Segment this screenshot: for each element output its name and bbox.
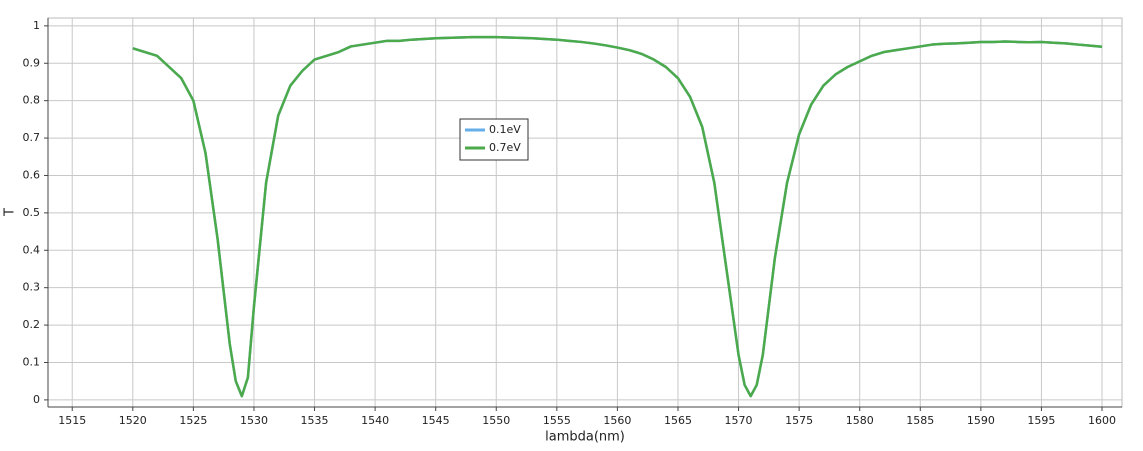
legend-label: 0.1eV xyxy=(489,123,521,136)
y-tick-label: 0.3 xyxy=(23,281,41,294)
x-tick-label: 1565 xyxy=(664,414,692,427)
x-tick-label: 1575 xyxy=(785,414,813,427)
x-tick-label: 1525 xyxy=(179,414,207,427)
x-tick-label: 1580 xyxy=(846,414,874,427)
y-tick-label: 0.9 xyxy=(23,56,41,69)
y-axis-label: T xyxy=(3,208,18,217)
y-tick-label: 0.1 xyxy=(23,355,41,368)
legend-box xyxy=(459,118,529,161)
legend: 0.1eV 0.7eV xyxy=(459,118,529,161)
x-tick-label: 1530 xyxy=(240,414,268,427)
series-line xyxy=(132,35,1103,398)
x-tick-label: 1550 xyxy=(482,414,510,427)
x-tick-label: 1570 xyxy=(725,414,753,427)
legend-label: 0.7eV xyxy=(489,141,521,154)
y-tick-label: 0.8 xyxy=(23,94,41,107)
y-tick-label: 0.5 xyxy=(23,206,41,219)
y-tick-label: 1 xyxy=(33,19,40,32)
x-axis-label: lambda(nm) xyxy=(545,430,625,445)
y-tick-label: 0.6 xyxy=(23,168,41,181)
x-tick-label: 1545 xyxy=(422,414,450,427)
x-tick-label: 1595 xyxy=(1027,414,1055,427)
y-tick-label: 0.4 xyxy=(23,243,41,256)
x-tick-label: 1600 xyxy=(1088,414,1116,427)
x-tick-label: 1515 xyxy=(58,414,86,427)
x-tick-label: 1585 xyxy=(906,414,934,427)
y-tick-label: 0.7 xyxy=(23,131,41,144)
x-tick-label: 1520 xyxy=(119,414,147,427)
y-tick-label: 0.2 xyxy=(23,318,41,331)
x-tick-label: 1535 xyxy=(301,414,329,427)
y-tick-label: 0 xyxy=(33,393,40,406)
x-tick-label: 1560 xyxy=(603,414,631,427)
x-tick-label: 1540 xyxy=(361,414,389,427)
x-tick-label: 1590 xyxy=(967,414,995,427)
x-tick-label: 1555 xyxy=(543,414,571,427)
